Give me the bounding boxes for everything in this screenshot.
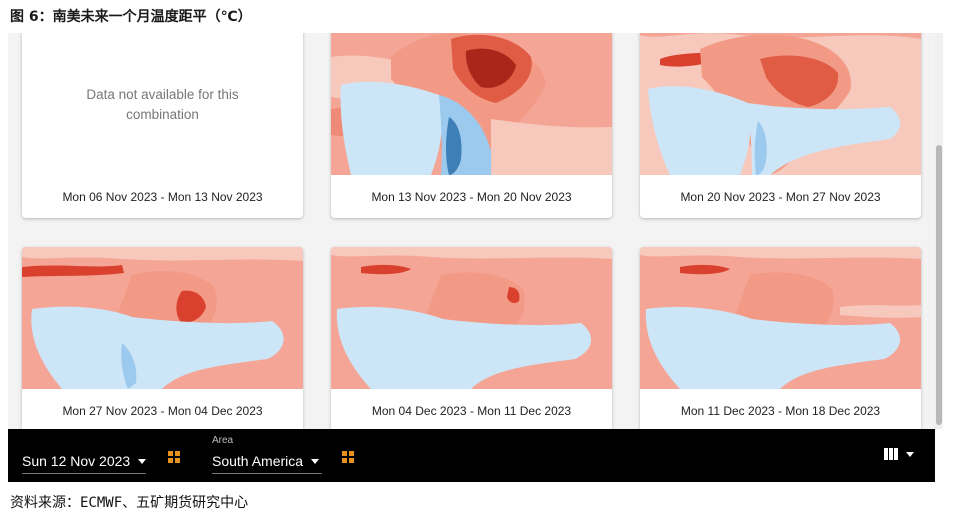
area-select[interactable]: South America xyxy=(212,453,320,469)
forecast-card[interactable]: Mon 27 Nov 2023 - Mon 04 Dec 2023 xyxy=(22,247,303,429)
chevron-down-icon xyxy=(138,458,147,464)
date-range-label: Mon 06 Nov 2023 - Mon 13 Nov 2023 xyxy=(62,189,263,204)
forecast-card[interactable]: Mon 20 Nov 2023 - Mon 27 Nov 2023 xyxy=(640,33,921,218)
date-range-label: Mon 20 Nov 2023 - Mon 27 Nov 2023 xyxy=(680,189,881,204)
grid-icon[interactable] xyxy=(168,451,180,463)
temperature-anomaly-map xyxy=(640,33,921,175)
forecast-card[interactable]: Data not available for this combination … xyxy=(22,33,303,218)
date-range-label: Mon 11 Dec 2023 - Mon 18 Dec 2023 xyxy=(680,403,881,418)
temperature-anomaly-map xyxy=(331,33,612,175)
chevron-down-icon xyxy=(906,451,914,457)
forecast-grid-panel: Data not available for this combination … xyxy=(8,33,935,429)
scrollbar[interactable] xyxy=(935,33,943,429)
forecast-card[interactable]: Mon 04 Dec 2023 - Mon 11 Dec 2023 xyxy=(331,247,612,429)
no-data-message: Data not available for this combination xyxy=(86,87,239,122)
grid-icon[interactable] xyxy=(342,451,354,463)
bottom-toolbar: Sun 12 Nov 2023 Area South America xyxy=(8,429,935,482)
temperature-anomaly-map xyxy=(331,247,612,389)
layout-view-button[interactable] xyxy=(884,448,914,460)
date-range-label: Mon 27 Nov 2023 - Mon 04 Dec 2023 xyxy=(62,403,263,418)
date-select-value: Sun 12 Nov 2023 xyxy=(22,453,131,469)
chevron-down-icon xyxy=(311,458,320,464)
date-select-underline xyxy=(22,473,146,474)
area-select-underline xyxy=(212,473,322,474)
forecast-card[interactable]: Mon 11 Dec 2023 - Mon 18 Dec 2023 xyxy=(640,247,921,429)
area-select-label: Area xyxy=(212,435,234,446)
forecast-card[interactable]: Mon 13 Nov 2023 - Mon 20 Nov 2023 xyxy=(331,33,612,218)
figure-caption: 图 6：南美未来一个月温度距平（℃） xyxy=(10,9,252,25)
columns-icon xyxy=(884,448,898,460)
scrollbar-thumb[interactable] xyxy=(936,145,942,425)
area-select-value: South America xyxy=(212,453,304,469)
source-note: 资料来源：ECMWF、五矿期货研究中心 xyxy=(10,495,249,511)
temperature-anomaly-map xyxy=(640,247,921,389)
date-select[interactable]: Sun 12 Nov 2023 xyxy=(22,453,147,469)
date-range-label: Mon 13 Nov 2023 - Mon 20 Nov 2023 xyxy=(371,189,572,204)
date-range-label: Mon 04 Dec 2023 - Mon 11 Dec 2023 xyxy=(371,403,572,418)
temperature-anomaly-map xyxy=(22,247,303,389)
